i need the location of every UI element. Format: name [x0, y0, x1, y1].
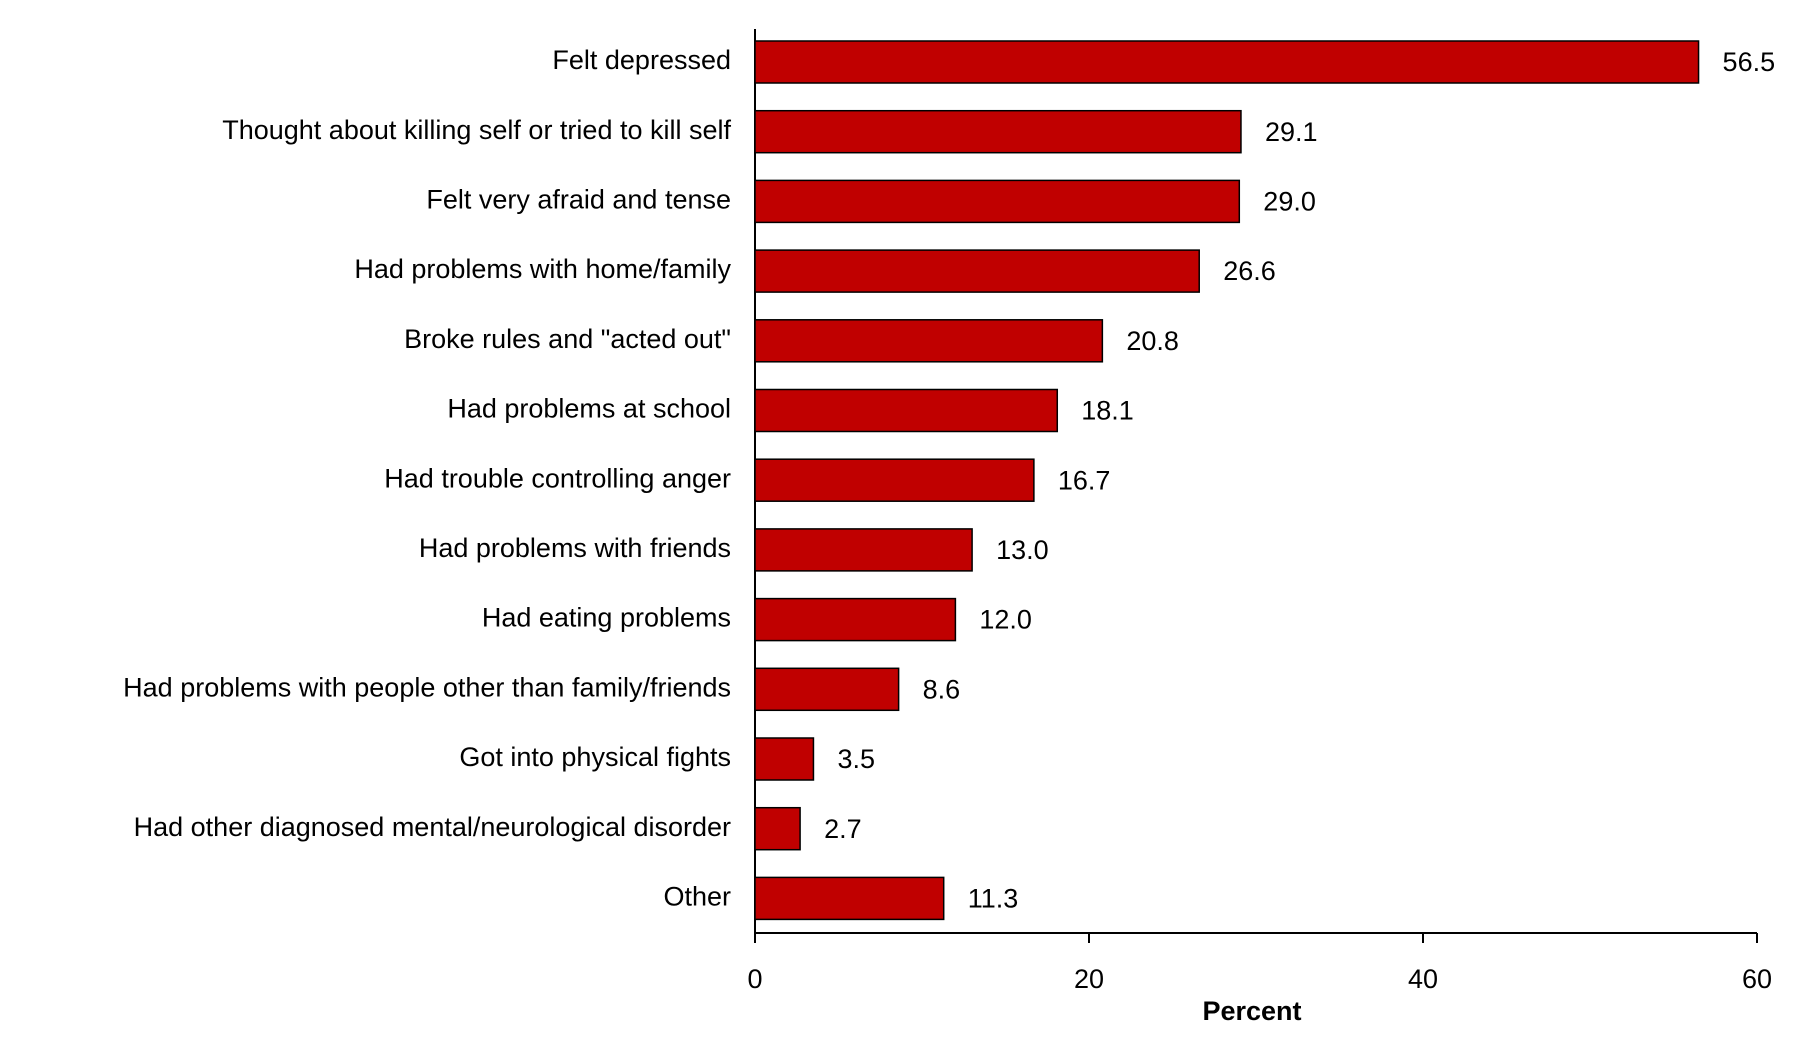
value-label: 8.6: [923, 674, 961, 704]
value-label: 12.0: [979, 605, 1032, 635]
y-tick-label: Had problems with people other than fami…: [123, 672, 731, 702]
value-label: 3.5: [837, 744, 875, 774]
value-label: 18.1: [1081, 396, 1134, 426]
value-label: 16.7: [1058, 465, 1111, 495]
y-tick-label: Had problems with home/family: [354, 254, 731, 284]
y-tick-label: Got into physical fights: [459, 742, 731, 772]
x-tick-label: 20: [1074, 964, 1104, 994]
bar: [754, 667, 900, 712]
value-label: 56.5: [1723, 47, 1776, 77]
bar: [754, 528, 973, 572]
bar: [754, 319, 1104, 363]
value-label: 13.0: [996, 535, 1049, 565]
value-label: 11.3: [968, 884, 1019, 914]
x-tick-label: 0: [747, 964, 762, 994]
bar: [754, 179, 1241, 224]
bar: [754, 458, 1035, 502]
value-label: 2.7: [824, 814, 862, 844]
value-label: 20.8: [1126, 326, 1179, 356]
bar: [754, 388, 1059, 433]
value-label: 26.6: [1223, 256, 1276, 286]
y-tick-label: Had problems with friends: [419, 533, 731, 563]
y-tick-label: Had problems at school: [447, 394, 731, 424]
bar: [754, 109, 1242, 154]
bar: [754, 806, 801, 851]
y-tick-label: Had trouble controlling anger: [384, 463, 731, 493]
value-label: 29.0: [1263, 187, 1316, 217]
y-tick-label: Had eating problems: [482, 603, 731, 633]
bar: [754, 597, 957, 642]
x-tick-label: 60: [1742, 964, 1772, 994]
bar: [754, 40, 1700, 84]
y-tick-label: Broke rules and "acted out": [404, 324, 731, 354]
y-tick-label: Other: [663, 882, 731, 912]
x-tick-label: 40: [1408, 964, 1438, 994]
y-tick-label: Felt depressed: [552, 45, 731, 75]
value-label: 29.1: [1265, 117, 1318, 147]
y-tick-label: Felt very afraid and tense: [426, 185, 731, 215]
bar: [754, 249, 1200, 293]
y-tick-label: Thought about killing self or tried to k…: [222, 115, 731, 145]
bar: [754, 737, 815, 781]
x-axis-label: Percent: [1202, 996, 1301, 1026]
bar: [754, 876, 945, 921]
y-tick-label: Had other diagnosed mental/neurological …: [134, 812, 731, 842]
